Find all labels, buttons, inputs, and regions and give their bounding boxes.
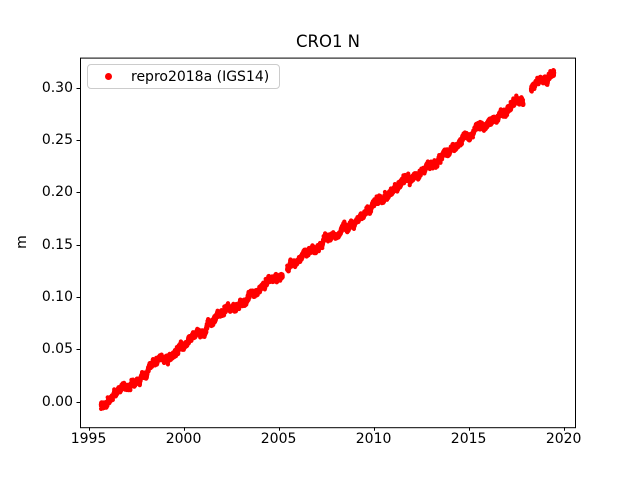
x-tick-label-2010: 2010 — [355, 431, 392, 447]
y-tick-label-0.25: 0.25 — [41, 131, 73, 148]
legend-handle — [94, 73, 122, 80]
x-tick-label-2015: 2015 — [450, 431, 487, 447]
chart-title: CRO1 N — [295, 32, 361, 51]
y-tick-label-0.05: 0.05 — [41, 341, 73, 358]
legend-label: repro2018a (IGS14) — [131, 68, 270, 85]
legend-marker-dot-icon — [104, 73, 112, 80]
x-tick-label-2000: 2000 — [165, 431, 202, 447]
x-tick-label-1995: 1995 — [70, 431, 107, 447]
x-tick-label-2005: 2005 — [260, 431, 297, 447]
y-tick-label-0.20: 0.20 — [41, 184, 73, 201]
y-tick-label-0.00: 0.00 — [41, 393, 73, 410]
y-tick-label-0.15: 0.15 — [41, 236, 73, 253]
legend-box: repro2018a (IGS14) — [87, 64, 281, 89]
y-tick-label-0.30: 0.30 — [41, 79, 73, 96]
x-tick-label-2020: 2020 — [545, 431, 582, 447]
y-tick-label-0.10: 0.10 — [41, 288, 73, 305]
